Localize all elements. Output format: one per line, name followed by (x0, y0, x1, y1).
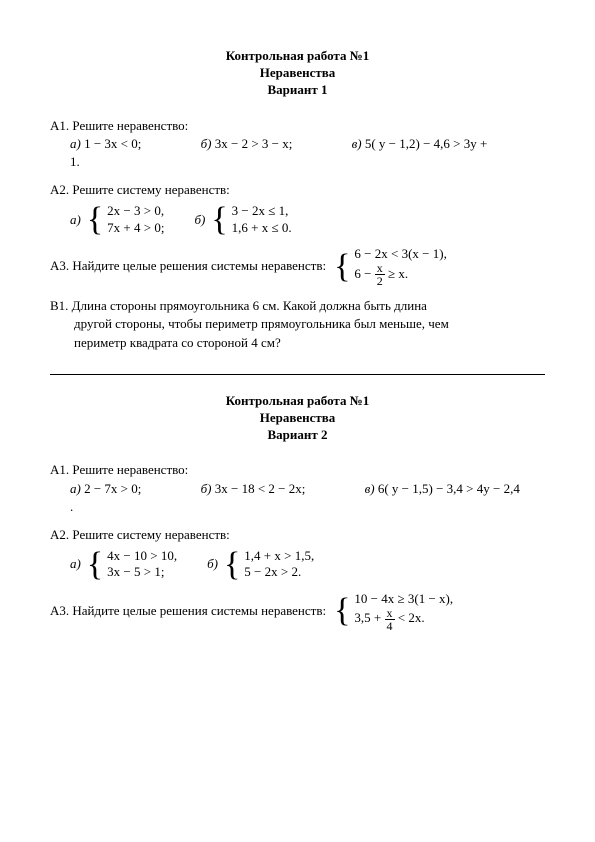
text-line: В1. Длина стороны прямоугольника 6 см. К… (50, 297, 545, 315)
task-title: А3. Найдите целые решения системы нераве… (50, 602, 326, 620)
task-title: А1. Решите неравенство: (50, 461, 545, 479)
header-line: Неравенства (50, 410, 545, 427)
fraction-line: 3,5 + x4 < 2x. (354, 610, 424, 625)
part-label: а) 2 − 7x > 0; (70, 481, 169, 496)
a3-row: А3. Найдите целые решения системы нераве… (50, 246, 545, 287)
system-content: 1,4 + x > 1,5, 5 − 2x > 2. (244, 548, 314, 581)
header-line: Контрольная работа №1 (50, 393, 545, 410)
part-label: а) (70, 211, 81, 229)
header-variant-1: Контрольная работа №1 Неравенства Вариан… (50, 48, 545, 99)
part-label: а) 1 − 3x < 0; (70, 136, 169, 151)
task-title: А3. Найдите целые решения системы нераве… (50, 257, 326, 275)
system-content: 4x − 10 > 10, 3x − 5 > 1; (107, 548, 177, 581)
task-a1-v2: А1. Решите неравенство: а) 2 − 7x > 0; б… (50, 461, 545, 516)
system-row: а) { 2x − 3 > 0, 7x + 4 > 0; б) { 3 − 2x… (50, 203, 545, 236)
part-label: б) (207, 555, 218, 573)
header-line: Вариант 1 (50, 82, 545, 99)
part-label: а) (70, 555, 81, 573)
separator-line (50, 374, 545, 375)
document-page: Контрольная работа №1 Неравенства Вариан… (0, 0, 595, 662)
task-title: А1. Решите неравенство: (50, 117, 545, 135)
task-a2-v1: А2. Решите систему неравенств: а) { 2x −… (50, 181, 545, 236)
part-label: б) 3x − 18 < 2 − 2x; (201, 481, 334, 496)
brace-icon: { (87, 208, 103, 232)
header-line: Неравенства (50, 65, 545, 82)
brace-icon: { (211, 208, 227, 232)
system-content: 6 − 2x < 3(x − 1), 6 − x2 ≥ x. (354, 246, 446, 287)
task-title: А2. Решите систему неравенств: (50, 181, 545, 199)
task-a1-v1: А1. Решите неравенство: а) 1 − 3x < 0; б… (50, 117, 545, 172)
system-content: 10 − 4x ≥ 3(1 − x), 3,5 + x4 < 2x. (354, 591, 453, 632)
header-line: Контрольная работа №1 (50, 48, 545, 65)
brace-icon: { (224, 553, 240, 577)
fraction-line: 6 − x2 ≥ x. (354, 266, 408, 281)
text-line: периметр квадрата со стороной 4 см? (50, 334, 545, 352)
part-label: б) 3x − 2 > 3 − x; (201, 136, 321, 151)
brace-icon: { (334, 255, 350, 279)
system-row: а) { 4x − 10 > 10, 3x − 5 > 1; б) { 1,4 … (50, 548, 545, 581)
fraction: x4 (385, 607, 395, 632)
task-title: А2. Решите систему неравенств: (50, 526, 545, 544)
task-a2-v2: А2. Решите систему неравенств: а) { 4x −… (50, 526, 545, 581)
header-line: Вариант 2 (50, 427, 545, 444)
part-label: б) (194, 211, 205, 229)
a3-row: А3. Найдите целые решения системы нераве… (50, 591, 545, 632)
task-a3-v2: А3. Найдите целые решения системы нераве… (50, 591, 545, 632)
task-parts: а) 1 − 3x < 0; б) 3x − 2 > 3 − x; в) 5( … (50, 135, 545, 171)
task-parts: а) 2 − 7x > 0; б) 3x − 18 < 2 − 2x; в) 6… (50, 480, 545, 516)
brace-icon: { (87, 553, 103, 577)
fraction: x2 (375, 262, 385, 287)
task-a3-v1: А3. Найдите целые решения системы нераве… (50, 246, 545, 287)
task-b1-v1: В1. Длина стороны прямоугольника 6 см. К… (50, 297, 545, 352)
header-variant-2: Контрольная работа №1 Неравенства Вариан… (50, 393, 545, 444)
text-line: другой стороны, чтобы периметр прямоугол… (50, 315, 545, 333)
system-content: 2x − 3 > 0, 7x + 4 > 0; (107, 203, 164, 236)
brace-icon: { (334, 599, 350, 623)
system-content: 3 − 2x ≤ 1, 1,6 + x ≤ 0. (232, 203, 292, 236)
